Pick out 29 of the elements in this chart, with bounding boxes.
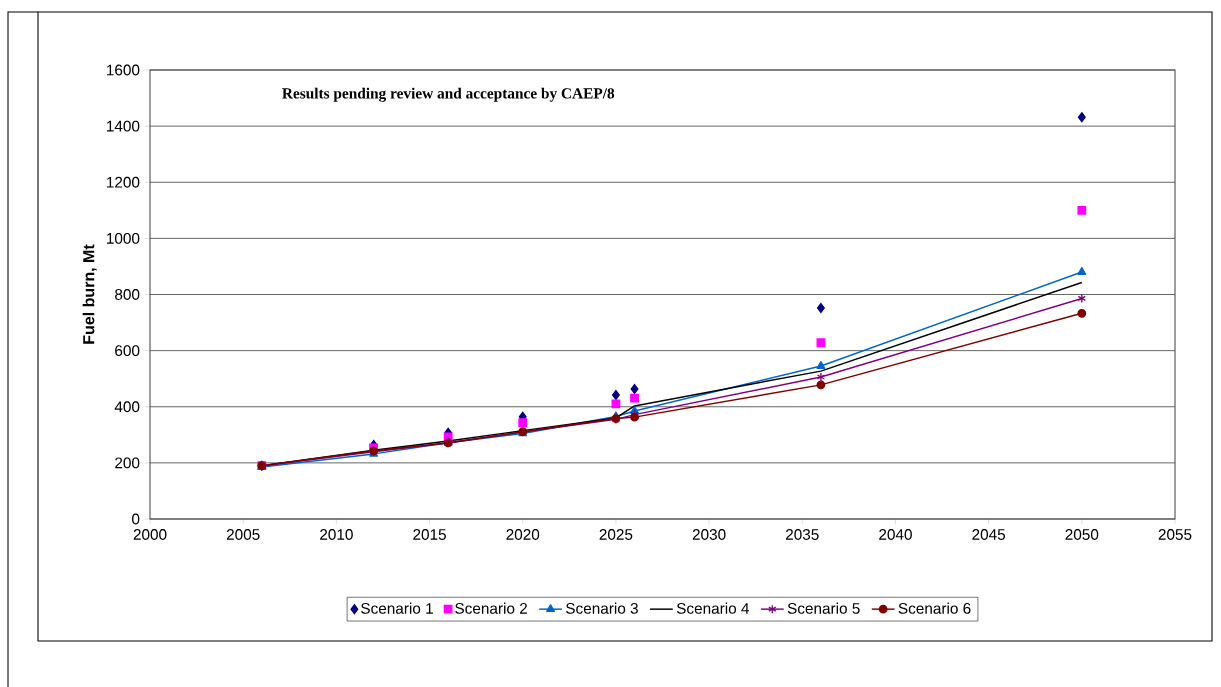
x-tick-label: 2010 bbox=[320, 529, 353, 540]
x-tick-label: 2000 bbox=[133, 529, 167, 540]
legend-label: Scenario 5 bbox=[787, 602, 860, 614]
legend-label: Scenario 6 bbox=[898, 602, 971, 614]
x-tick-label: 2045 bbox=[972, 529, 1006, 540]
x-tick-label: 2025 bbox=[599, 529, 633, 540]
x-tick-label: 2030 bbox=[692, 529, 726, 540]
x-tick-label: 2050 bbox=[1065, 529, 1099, 540]
y-tick-label: 1200 bbox=[107, 176, 140, 188]
legend-label: Scenario 3 bbox=[566, 602, 638, 614]
x-tick-label: 2005 bbox=[226, 529, 260, 540]
x-tick-label: 2015 bbox=[413, 529, 446, 540]
y-tick-label: 1400 bbox=[107, 120, 140, 132]
x-tick-label: 2020 bbox=[506, 529, 540, 540]
x-tick-label: 2055 bbox=[1158, 529, 1192, 540]
y-tick-label: 200 bbox=[115, 457, 140, 469]
y-tick-label: 0 bbox=[132, 513, 140, 525]
legend-label: Scenario 4 bbox=[676, 602, 750, 614]
legend-label: Scenario 1 bbox=[361, 602, 433, 614]
y-tick-label: 400 bbox=[114, 401, 140, 413]
y-axis-title: Fuel burn, Mt bbox=[82, 244, 97, 344]
annotation: Results pending review and acceptance by CAEP/8 bbox=[282, 87, 615, 102]
legend-label: Scenario 2 bbox=[455, 602, 527, 614]
y-tick-label: 800 bbox=[115, 289, 140, 300]
y-tick-label: 1600 bbox=[107, 64, 140, 76]
y-tick-label: 600 bbox=[115, 345, 140, 357]
x-tick-label: 2040 bbox=[879, 529, 912, 540]
y-tick-label: 1000 bbox=[107, 232, 140, 244]
x-tick-label: 2035 bbox=[785, 529, 819, 540]
